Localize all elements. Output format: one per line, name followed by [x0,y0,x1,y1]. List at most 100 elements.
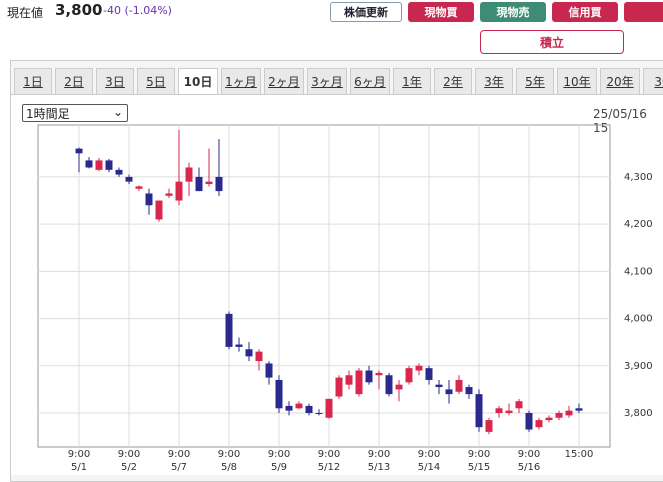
tab[interactable]: 6ヶ月 [350,68,390,94]
tab[interactable]: 5日 [137,68,175,94]
candle-body [165,193,173,196]
candle-body [425,368,433,380]
tab[interactable]: 10年 [557,68,597,94]
button-cut[interactable] [624,2,663,22]
candle-body [185,167,193,182]
tab[interactable]: 30 [643,68,663,94]
tab[interactable]: 1年 [393,68,431,94]
interval-text: 1時間足 [26,107,70,121]
candle-body [525,413,533,430]
x-tick-label: 9:00 [168,449,190,460]
candle-body [415,365,423,371]
x-date-label: 5/2 [121,462,137,473]
x-tick-label: 9:00 [418,449,440,460]
x-tick-label: 9:00 [318,449,340,460]
arrow: ⌄ [112,105,123,119]
tab[interactable]: 2年 [434,68,472,94]
price-label: 現在値 [7,6,44,20]
candle-body [325,398,333,418]
y-tick-label: 3,900 [624,361,653,372]
tab[interactable]: 3年 [475,68,513,94]
candle-body [175,181,183,201]
x-date-label: 5/12 [318,462,340,473]
x-tick-label: 9:00 [68,449,90,460]
x-tick-label: 9:00 [218,449,240,460]
x-date-label: 5/15 [468,462,490,473]
x-tick-label: 9:00 [518,449,540,460]
candle-body [365,370,373,383]
candle-body [305,405,313,414]
y-tick-label: 4,000 [624,314,653,325]
candle-body [395,384,403,390]
candle-body [215,176,223,192]
candle-body [275,379,283,409]
candle-body [515,401,523,409]
tab[interactable]: 10日 [178,68,218,94]
x-date-label: 5/1 [71,462,87,473]
candle-body [485,420,493,432]
x-tick-label: 9:00 [468,449,490,460]
candle-body [75,148,83,154]
candle-body [115,169,123,175]
chart-panel [11,94,663,475]
action-button[interactable]: 現物買 [408,2,474,22]
price-change: -40 (-1.04%) [103,4,172,17]
candle-body [335,377,343,397]
action-button[interactable]: 現物売 [480,2,546,22]
candle-body [235,344,243,347]
candle-body [225,313,233,347]
tsumitate-button[interactable]: 積立 [480,30,624,54]
y-tick-label: 4,300 [624,172,653,183]
candle-body [375,372,383,376]
candle-body [545,417,553,421]
candle-body [445,389,453,395]
candle-body [435,384,443,388]
candle-body [145,193,153,206]
tab[interactable]: 1ヶ月 [221,68,261,94]
candle-body [265,363,273,378]
candle-body [345,375,353,385]
x-date-label: 5/16 [518,462,540,473]
candle-body [465,387,473,395]
tab[interactable]: 3ヶ月 [307,68,347,94]
y-tick-label: 4,100 [624,266,653,277]
plot-area [37,124,611,448]
candle-body [455,379,463,392]
y-tick-label: 3,800 [624,408,653,419]
candle-body [355,370,363,395]
x-tick-label: 9:00 [368,449,390,460]
candle-body [285,405,293,411]
candle-body [295,403,303,409]
tab[interactable]: 20年 [600,68,640,94]
tab[interactable]: 1日 [14,68,52,94]
tab[interactable]: 5年 [516,68,554,94]
tab[interactable]: 2日 [55,68,93,94]
candle-body [195,176,203,192]
x-tick-label: 15:00 [565,449,594,460]
candle-body [575,408,583,411]
candle-body [475,394,483,428]
price: 3,800 [55,1,103,19]
action-button[interactable]: 株価更新 [330,2,402,22]
interval-select[interactable]: 1時間足 ⌄ [22,104,128,122]
candle-body [85,160,93,168]
candle-body [255,351,263,362]
candle-body [135,186,143,189]
x-date-label: 5/9 [271,462,287,473]
candle-body [95,160,103,170]
candle-body [385,375,393,395]
action-button[interactable]: 信用買 [552,2,618,22]
candle-body [505,410,513,414]
x-date-label: 5/13 [368,462,390,473]
x-tick-label: 9:00 [268,449,290,460]
candle-body [535,420,543,428]
tab[interactable]: 2ヶ月 [264,68,304,94]
x-tick-label: 9:00 [118,449,140,460]
tab[interactable]: 3日 [96,68,134,94]
candle-body [315,413,323,415]
candle-body [125,176,133,182]
candle-body [495,408,503,414]
y-tick-label: 4,200 [624,219,653,230]
